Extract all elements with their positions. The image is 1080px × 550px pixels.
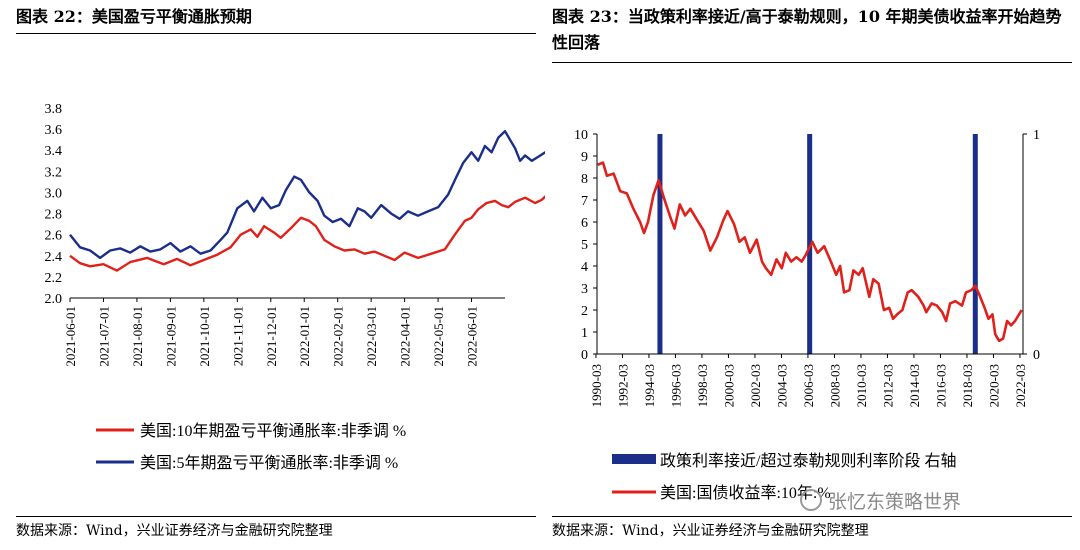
- right-chart-title: 图表 23：当政策利率接近/高于泰勒规则，10 年期美债收益率开始趋势性回落: [552, 7, 1062, 52]
- y-tick-label: 8: [581, 172, 588, 187]
- x-tick-label: 1992-03: [615, 364, 630, 407]
- x-tick-label: 2002-03: [748, 364, 763, 407]
- legend-label: 美国:10年期盈亏平衡通胀率:非季调 %: [140, 422, 406, 440]
- x-tick-label: 1994-03: [642, 364, 657, 407]
- x-tick-label: 2006-03: [801, 364, 816, 407]
- left-title-rule: [16, 33, 536, 34]
- y-tick-label: 6: [581, 216, 588, 231]
- right-source-note: 数据来源：Wind，兴业证券经济与金融研究院整理: [552, 523, 869, 539]
- legend-label: 美国:5年期盈亏平衡通胀率:非季调 %: [140, 454, 398, 472]
- x-tick-label: 2022-06-01: [465, 306, 480, 367]
- wechat-icon: [800, 489, 822, 511]
- policy-phase-bar: [972, 134, 978, 354]
- left-chart: 2.0 2.2 2.4 2.6 2.8 3.0 3.2 3.4 3.6 3.8 2021-06-0…: [45, 102, 545, 472]
- x-tick-label: 2022-03-01: [364, 306, 379, 367]
- watermark-text: 张忆东策略世界: [828, 490, 962, 513]
- legend-swatch: [612, 454, 656, 464]
- y-tick-label: 2.4: [45, 250, 63, 265]
- y-tick-label: 3.8: [45, 102, 63, 117]
- y-tick-label: 2.0: [45, 292, 63, 307]
- right-title-rule: [552, 62, 1072, 63]
- left-source-rule: [16, 516, 536, 517]
- x-tick-label: 2004-03: [774, 364, 789, 407]
- x-tick-label: 2021-10-01: [197, 306, 212, 367]
- y-tick-label: 5: [581, 238, 588, 253]
- x-tick-label: 2020-03: [986, 364, 1001, 407]
- x-tick-label: 2021-06-01: [63, 306, 78, 367]
- y-tick-label: 9: [581, 150, 588, 165]
- x-tick-label: 2000-03: [721, 364, 736, 407]
- y-tick-label: 3.4: [45, 144, 63, 159]
- left-chart-title: 图表 22：美国盈亏平衡通胀预期: [16, 7, 252, 26]
- y-tick-label: 10: [574, 128, 588, 143]
- series-line-10y: [69, 195, 545, 272]
- x-tick-label: 2012-03: [880, 364, 895, 407]
- y-tick-label: 1: [581, 326, 588, 341]
- y-tick-label: 3: [581, 282, 588, 297]
- policy-phase-bar: [807, 134, 813, 354]
- x-tick-label: 2022-02-01: [331, 306, 346, 367]
- x-tick-label: 2014-03: [907, 364, 922, 407]
- x-tick-label: 2021-12-01: [264, 306, 279, 367]
- y-tick-label: 0: [581, 348, 588, 363]
- legend-label: 美国:国债收益率:10年:%: [660, 484, 831, 502]
- y2-tick-label: 0: [1033, 348, 1040, 363]
- x-tick-label: 2008-03: [827, 364, 842, 407]
- y2-tick-label: 1: [1033, 128, 1040, 143]
- right-chart: 0 1 2 3 4 5 6 7 8 9 10 0 1 1990-03 1992-03 1994-03 199…: [574, 128, 1040, 502]
- right-source-rule: [552, 516, 1072, 517]
- y-tick-label: 2.2: [45, 271, 63, 286]
- yield-line-10y: [597, 161, 1023, 343]
- y-tick-label: 2.8: [45, 208, 63, 223]
- y-tick-label: 3.6: [45, 123, 63, 138]
- x-tick-label: 2022-01-01: [297, 306, 312, 367]
- left-source-note: 数据来源：Wind，兴业证券经济与金融研究院整理: [16, 523, 333, 539]
- y-tick-label: 7: [581, 194, 588, 209]
- y-tick-label: 4: [581, 260, 588, 275]
- x-tick-label: 1996-03: [668, 364, 683, 407]
- y-tick-label: 3.0: [45, 186, 63, 201]
- y-tick-label: 3.2: [45, 165, 63, 180]
- watermark: 张忆东策略世界: [800, 484, 1070, 516]
- x-tick-label: 2021-07-01: [96, 306, 111, 367]
- legend-label: 政策利率接近/超过泰勒规则利率阶段 右轴: [660, 452, 956, 470]
- x-tick-label: 2021-11-01: [230, 306, 245, 366]
- series-line-5y: [69, 130, 545, 260]
- x-tick-label: 2021-08-01: [130, 306, 145, 367]
- x-tick-label: 2022-04-01: [398, 306, 413, 367]
- x-tick-label: 2018-03: [960, 364, 975, 407]
- x-tick-label: 2022-05-01: [431, 306, 446, 367]
- x-tick-label: 2010-03: [854, 364, 869, 407]
- x-tick-label: 2021-09-01: [163, 306, 178, 367]
- x-tick-label: 1998-03: [695, 364, 710, 407]
- x-tick-label: 2016-03: [933, 364, 948, 407]
- x-tick-label: 1990-03: [589, 364, 604, 407]
- policy-phase-bar: [657, 134, 663, 354]
- y-tick-label: 2.6: [45, 229, 63, 244]
- x-tick-label: 2022-03: [1013, 364, 1028, 407]
- y-tick-label: 2: [581, 304, 588, 319]
